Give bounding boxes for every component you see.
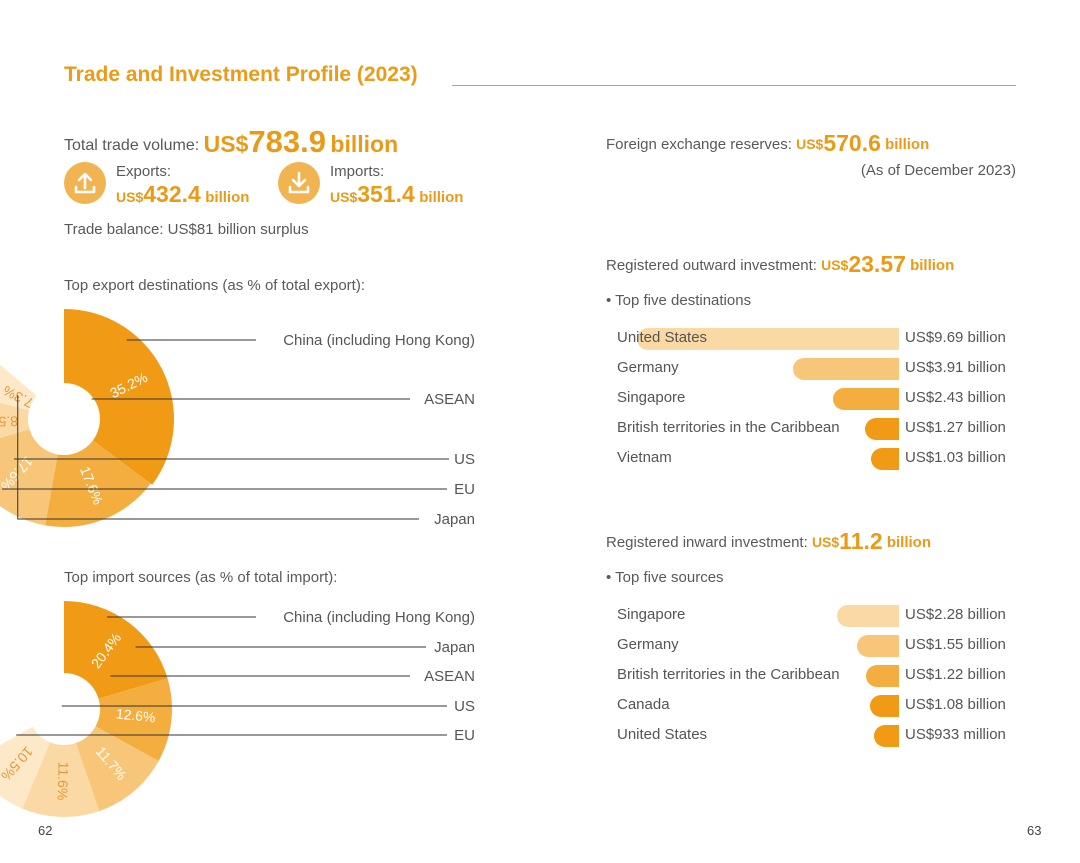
exports-unit: billion <box>205 189 250 206</box>
imports-value: 351.4 <box>357 181 415 207</box>
imports-unit: billion <box>419 189 464 206</box>
reserves: Foreign exchange reserves: US$570.6 bill… <box>606 130 929 157</box>
category-label: ASEAN <box>424 668 475 685</box>
bar <box>871 448 899 470</box>
inward-subhead: • Top five sources <box>606 569 724 586</box>
pie-slice <box>22 742 100 817</box>
trade-volume-prefix: US$ <box>203 131 249 157</box>
bar-value-label: US$9.69 billion <box>905 329 1006 346</box>
inward-prefix: US$ <box>811 534 840 550</box>
outward-prefix: US$ <box>821 257 849 273</box>
bar-value-label: US$1.22 billion <box>905 666 1006 683</box>
bar <box>869 695 899 717</box>
category-label: China (including Hong Kong) <box>283 609 475 626</box>
outward-value: 23.57 <box>848 251 906 277</box>
category-label: ASEAN <box>424 391 475 408</box>
outward-investment: Registered outward investment: US$23.57 … <box>606 251 954 278</box>
leader-line <box>17 395 419 520</box>
reserves-value: 570.6 <box>823 130 881 156</box>
import-chart-title: Top import sources (as % of total import… <box>64 569 338 586</box>
trade-volume: Total trade volume: US$783.9 billion <box>64 124 398 160</box>
bar-value-label: US$1.55 billion <box>905 636 1006 653</box>
pie-slice <box>95 678 172 762</box>
bar-category-label: Canada <box>617 696 670 713</box>
bar <box>837 605 899 627</box>
category-label: Japan <box>434 639 475 656</box>
inward-investment: Registered inward investment: US$11.2 bi… <box>606 528 931 555</box>
reserves-unit: billion <box>885 136 930 153</box>
title-divider <box>452 85 1016 86</box>
pie-value-label: 8.5% <box>0 413 18 430</box>
page-title: Trade and Investment Profile (2023) <box>64 63 418 86</box>
trade-volume-unit: billion <box>330 131 399 157</box>
exports-value: 432.4 <box>143 181 201 207</box>
bar-value-label: US$1.27 billion <box>905 419 1006 436</box>
imports-prefix: US$ <box>330 189 358 205</box>
inward-value: 11.2 <box>839 528 883 554</box>
pie-slice <box>64 601 168 699</box>
export-chart-title: Top export destinations (as % of total e… <box>64 277 365 294</box>
category-label: US <box>454 698 475 715</box>
bar-value-label: US$1.03 billion <box>905 449 1006 466</box>
bar-category-label: Vietnam <box>617 449 672 466</box>
bar-category-label: United States <box>617 726 708 743</box>
bar <box>864 418 899 440</box>
bar-category-label: British territories in the Caribbean <box>617 666 840 683</box>
bar <box>873 725 899 747</box>
inward-unit: billion <box>886 534 932 551</box>
category-label: Japan <box>434 511 475 528</box>
bar <box>793 358 899 380</box>
inward-label: Registered inward investment: <box>606 534 808 551</box>
pie-value-label: 12.6% <box>115 705 156 725</box>
pie-slice <box>0 402 30 439</box>
pie-slice <box>0 364 37 411</box>
bar-value-label: US$2.28 billion <box>905 606 1006 623</box>
bar-category-label: Singapore <box>617 389 686 406</box>
category-label: China (including Hong Kong) <box>283 332 475 349</box>
bar-category-label: Singapore <box>617 606 686 623</box>
trade-volume-label: Total trade volume: <box>64 137 200 154</box>
reserves-note: (As of December 2023) <box>860 162 1016 179</box>
pie-value-label: 11.6% <box>54 761 71 800</box>
trade-balance: Trade balance: US$81 billion surplus <box>64 221 309 238</box>
bar-category-label: Germany <box>617 636 679 653</box>
exports-label: Exports: <box>116 163 172 180</box>
bar-category-label: Germany <box>617 359 679 376</box>
trade-volume-value: 783.9 <box>248 124 326 159</box>
reserves-prefix: US$ <box>796 136 824 152</box>
outward-label: Registered outward investment: <box>606 257 817 274</box>
bar-value-label: US$2.43 billion <box>905 389 1006 406</box>
download-icon <box>278 162 320 204</box>
bar-value-label: US$1.08 billion <box>905 696 1006 713</box>
bar-category-label: United States <box>617 329 708 346</box>
exports-amount: US$432.4 billion <box>116 181 249 208</box>
page-number-left: 62 <box>38 823 53 838</box>
category-label: EU <box>454 727 475 744</box>
export-destinations-chart: 35.2%China (including Hong Kong)17.6%ASE… <box>0 309 475 528</box>
import-sources-chart: 20.4%China (including Hong Kong)12.6%Jap… <box>0 601 475 817</box>
exports-prefix: US$ <box>116 189 144 205</box>
page-number-right: 63 <box>1027 823 1042 838</box>
pie-slice <box>0 429 58 526</box>
bar-category-label: British territories in the Caribbean <box>617 419 840 436</box>
bar <box>865 665 899 687</box>
imports-label: Imports: <box>330 163 385 180</box>
bar-value-label: US$933 million <box>905 726 1006 743</box>
pie-slice <box>75 726 159 812</box>
outward-unit: billion <box>910 257 955 274</box>
imports-amount: US$351.4 billion <box>330 181 463 208</box>
category-label: EU <box>454 481 475 498</box>
bar <box>856 635 899 657</box>
reserves-label: Foreign exchange reserves: <box>606 136 792 153</box>
outward-subhead: • Top five destinations <box>606 292 752 309</box>
bar <box>637 328 899 350</box>
upload-icon <box>64 162 106 204</box>
bar-value-label: US$3.91 billion <box>905 359 1006 376</box>
category-label: US <box>454 451 475 468</box>
pie-slice <box>0 726 51 809</box>
bar <box>833 388 899 410</box>
pie-slice <box>64 309 174 485</box>
pie-slice <box>45 440 151 527</box>
